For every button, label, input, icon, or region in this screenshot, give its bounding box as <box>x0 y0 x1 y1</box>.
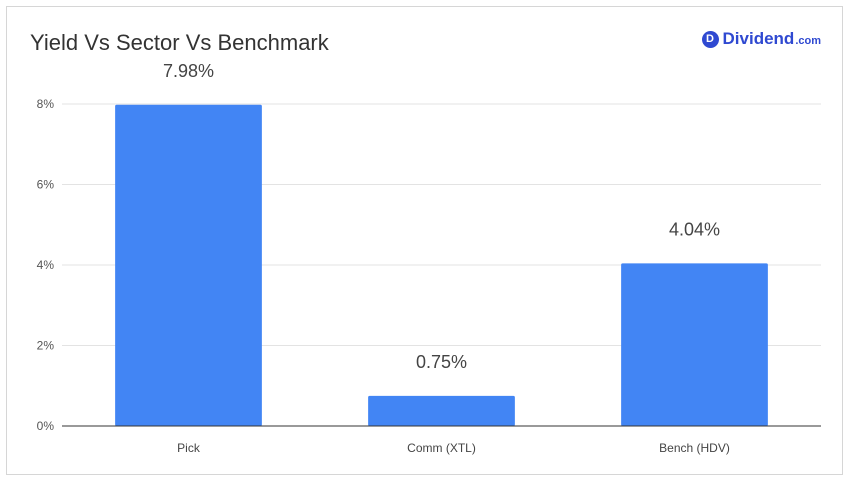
data-label: 7.98% <box>163 61 214 81</box>
brand-logo[interactable]: D Dividend .com <box>701 29 821 49</box>
y-tick-label: 4% <box>37 258 55 272</box>
y-tick-label: 2% <box>37 339 55 353</box>
y-tick-label: 6% <box>37 178 55 192</box>
y-tick-label: 8% <box>37 97 55 111</box>
bar[interactable] <box>621 263 768 426</box>
y-axis-ticks: 0% 2% 4% 6% 8% <box>37 97 55 433</box>
x-axis-categories: Pick Comm (XTL) Bench (HDV) <box>177 441 730 455</box>
dividend-logo-icon: D <box>701 30 719 48</box>
x-category-label: Comm (XTL) <box>407 441 476 455</box>
bar[interactable] <box>115 104 262 427</box>
x-category-label: Pick <box>177 441 201 455</box>
bars <box>115 104 768 427</box>
y-tick-label: 0% <box>37 419 55 433</box>
brand-tld: .com <box>795 34 821 47</box>
brand-name: Dividend <box>722 29 795 48</box>
x-category-label: Bench (HDV) <box>659 441 730 455</box>
chart-title: Yield Vs Sector Vs Benchmark <box>30 30 329 55</box>
data-label: 4.04% <box>669 219 720 239</box>
data-label: 0.75% <box>416 352 467 372</box>
bar[interactable] <box>368 395 515 426</box>
data-labels: 7.98% 0.75% 4.04% <box>163 61 720 372</box>
